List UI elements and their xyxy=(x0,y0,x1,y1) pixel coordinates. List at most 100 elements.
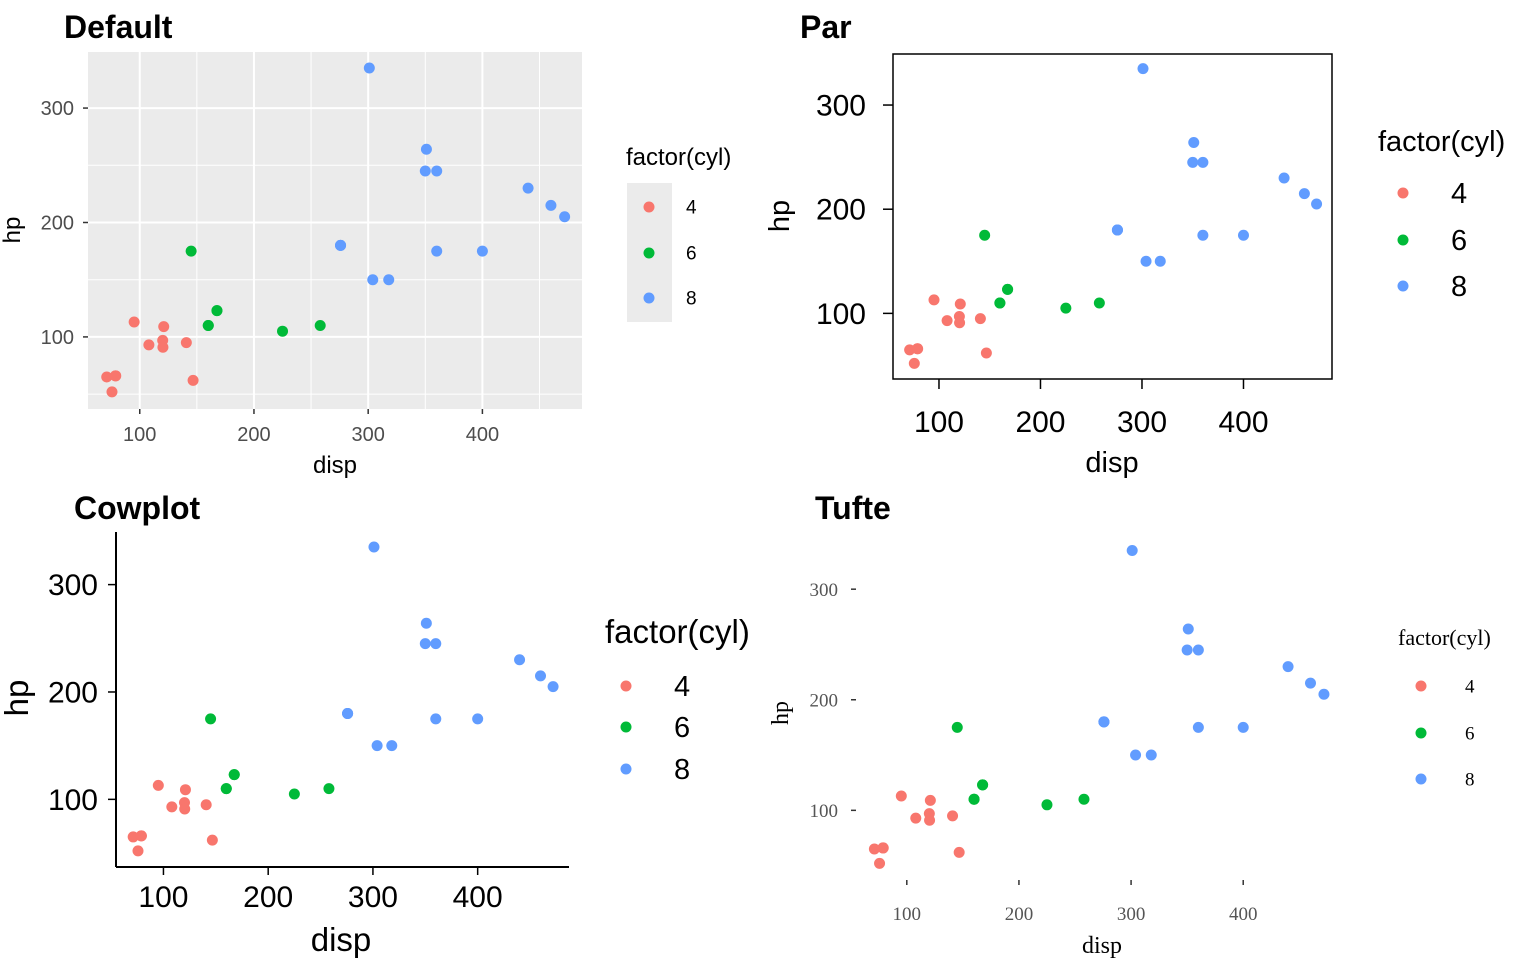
point-cyl-8 xyxy=(476,245,488,257)
point-cyl-6 xyxy=(228,769,240,781)
y-tick-label: 100 xyxy=(816,298,866,331)
legend-label: 6 xyxy=(686,244,697,265)
x-tick-label: 300 xyxy=(1117,904,1146,925)
legend-key-4 xyxy=(1415,680,1427,692)
point-cyl-6 xyxy=(314,319,326,331)
point-cyl-4 xyxy=(895,790,907,802)
legend-title: factor(cyl) xyxy=(605,613,750,650)
x-tick-label: 300 xyxy=(351,424,384,446)
point-cyl-4 xyxy=(128,316,140,328)
legend-key-8 xyxy=(643,292,655,304)
point-cyl-4 xyxy=(106,386,118,398)
point-cyl-8 xyxy=(1145,749,1157,761)
chart-title: Default xyxy=(64,9,173,45)
point-cyl-6 xyxy=(1041,799,1053,811)
x-axis-title: disp xyxy=(1085,447,1138,479)
x-tick-label: 300 xyxy=(348,881,398,914)
y-tick-label: 100 xyxy=(41,327,74,349)
x-tick-label: 100 xyxy=(123,424,156,446)
point-cyl-4 xyxy=(910,812,922,824)
point-cyl-4 xyxy=(924,794,936,806)
point-cyl-4 xyxy=(974,313,986,325)
point-cyl-8 xyxy=(1311,198,1323,210)
point-cyl-8 xyxy=(1188,137,1200,149)
point-cyl-4 xyxy=(954,317,966,329)
legend: factor(cyl) 4 6 8 xyxy=(605,613,750,786)
point-cyl-8 xyxy=(371,740,383,752)
legend-label: 6 xyxy=(1465,724,1475,745)
point-cyl-8 xyxy=(1237,721,1249,733)
point-cyl-4 xyxy=(980,347,992,359)
legend-key-4 xyxy=(643,201,655,213)
legend-key-8 xyxy=(1415,773,1427,785)
point-cyl-4 xyxy=(127,831,139,843)
y-tick-label: 300 xyxy=(810,580,839,601)
point-cyl-4 xyxy=(143,339,155,351)
point-cyl-6 xyxy=(211,305,223,317)
legend-title: factor(cyl) xyxy=(1378,126,1505,158)
legend-title: factor(cyl) xyxy=(626,144,731,171)
point-cyl-8 xyxy=(1154,255,1166,267)
legend-label: 4 xyxy=(1465,677,1475,698)
point-cyl-4 xyxy=(206,834,218,846)
x-tick-label: 400 xyxy=(1218,406,1268,439)
x-axis-title: disp xyxy=(311,921,372,958)
point-cyl-8 xyxy=(1304,677,1316,689)
y-tick-label: 300 xyxy=(41,98,74,120)
point-cyl-8 xyxy=(1192,644,1204,656)
point-cyl-8 xyxy=(1197,156,1209,168)
legend-label: 4 xyxy=(1451,178,1467,210)
x-tick-label: 200 xyxy=(1005,904,1034,925)
y-axis-title: hp xyxy=(0,680,35,717)
point-cyl-8 xyxy=(431,165,443,177)
point-cyl-4 xyxy=(924,814,936,826)
y-tick-label: 200 xyxy=(48,676,98,709)
point-cyl-4 xyxy=(953,846,965,858)
point-cyl-6 xyxy=(1002,283,1014,295)
point-cyl-4 xyxy=(157,341,169,353)
point-cyl-4 xyxy=(912,343,924,355)
point-cyl-8 xyxy=(1282,661,1294,673)
legend-key-4 xyxy=(620,680,632,692)
point-cyl-8 xyxy=(559,211,571,223)
point-cyl-8 xyxy=(1137,63,1149,75)
point-cyl-8 xyxy=(1130,749,1142,761)
x-tick-label: 300 xyxy=(1117,406,1167,439)
panel-border xyxy=(892,53,1333,380)
point-cyl-4 xyxy=(947,810,959,822)
point-cyl-4 xyxy=(877,842,889,854)
point-cyl-8 xyxy=(1318,688,1330,700)
point-cyl-8 xyxy=(383,274,395,286)
point-cyl-8 xyxy=(1111,224,1123,236)
point-cyl-8 xyxy=(342,707,354,719)
point-cyl-4 xyxy=(132,845,144,857)
y-tick-label: 300 xyxy=(816,90,866,123)
y-tick-label: 100 xyxy=(48,784,98,817)
point-cyl-4 xyxy=(152,779,164,791)
point-cyl-4 xyxy=(187,374,199,386)
point-cyl-8 xyxy=(431,245,443,257)
point-cyl-8 xyxy=(545,199,557,211)
point-cyl-8 xyxy=(1181,644,1193,656)
point-cyl-8 xyxy=(368,541,380,553)
y-tick-label: 300 xyxy=(48,569,98,602)
point-cyl-6 xyxy=(951,721,963,733)
point-cyl-4 xyxy=(954,298,966,310)
point-cyl-6 xyxy=(979,229,991,241)
legend-label: 6 xyxy=(674,712,690,744)
point-cyl-8 xyxy=(1278,172,1290,184)
point-cyl-6 xyxy=(1060,302,1072,314)
x-tick-label: 200 xyxy=(237,424,270,446)
y-axis-title: hp xyxy=(768,701,794,725)
point-cyl-8 xyxy=(1192,721,1204,733)
point-cyl-4 xyxy=(158,321,170,333)
point-cyl-8 xyxy=(386,740,398,752)
x-axis-title: disp xyxy=(313,452,357,479)
point-cyl-8 xyxy=(522,182,534,194)
point-cyl-8 xyxy=(535,670,547,682)
x-tick-label: 100 xyxy=(138,881,188,914)
point-cyl-4 xyxy=(941,315,953,327)
legend-key-6 xyxy=(1415,727,1427,739)
chart-title: Cowplot xyxy=(74,490,201,526)
point-cyl-4 xyxy=(868,843,880,855)
